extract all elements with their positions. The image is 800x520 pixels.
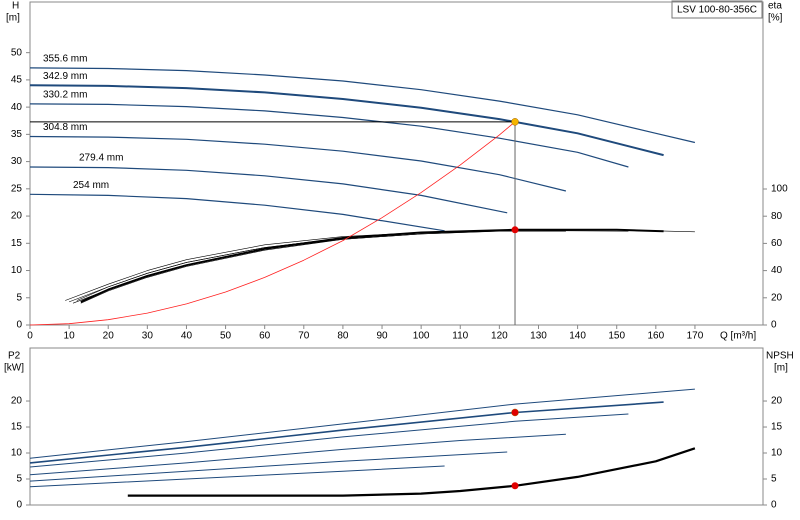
y-axis-title: P2: [8, 351, 21, 362]
y2-tick-label: 20: [771, 396, 783, 407]
curve: [29, 135, 567, 192]
duty-point: [511, 226, 519, 234]
curve: [29, 121, 516, 326]
x-tick-label: 20: [103, 331, 115, 342]
x-tick-label: 60: [259, 331, 271, 342]
y-tick-label: 30: [11, 156, 23, 167]
curve: [127, 447, 696, 497]
curve-label: 304.8 mm: [43, 122, 87, 133]
x-tick-label: 90: [376, 331, 388, 342]
duty-point: [511, 118, 519, 126]
y2-axis-title: NPSH: [766, 351, 794, 362]
x-tick-label: 110: [452, 331, 468, 342]
curve-label: 330.2 mm: [43, 89, 87, 100]
y-tick-label: 20: [11, 211, 23, 222]
y-axis-unit: [m]: [6, 13, 20, 24]
y-tick-label: 0: [16, 320, 22, 331]
y2-tick-label: 0: [771, 500, 777, 511]
curve: [76, 229, 695, 301]
x-tick-label: 30: [142, 331, 154, 342]
y2-tick-label: 80: [771, 211, 783, 222]
y2-tick-label: 20: [771, 292, 783, 303]
y2-axis-unit: [m]: [774, 363, 788, 374]
curve: [29, 67, 696, 144]
curve: [29, 166, 508, 214]
x-tick-label: 150: [608, 331, 625, 342]
y-tick-label: 15: [11, 238, 23, 249]
y-tick-label: 45: [11, 75, 23, 86]
y-tick-label: 20: [11, 396, 23, 407]
curve: [29, 401, 664, 464]
y-tick-label: 5: [16, 474, 22, 485]
y2-tick-label: 0: [771, 320, 777, 331]
x-tick-label: 10: [64, 331, 76, 342]
x-tick-label: 40: [181, 331, 193, 342]
curve-label: 254 mm: [73, 180, 109, 191]
curve: [68, 230, 508, 303]
curve: [29, 193, 445, 232]
y2-axis-title: eta: [768, 1, 782, 12]
curve-label: 355.6 mm: [43, 54, 87, 65]
curve: [29, 84, 664, 157]
y-tick-label: 50: [11, 47, 23, 58]
y-tick-label: 15: [11, 422, 23, 433]
y2-tick-label: 10: [771, 448, 783, 459]
y2-tick-label: 60: [771, 238, 783, 249]
y2-tick-label: 40: [771, 265, 783, 276]
y-tick-label: 5: [16, 292, 22, 303]
x-tick-label: 80: [337, 331, 349, 342]
curve-label: 279.4 mm: [79, 153, 123, 164]
plot-frame: [29, 347, 764, 506]
y2-tick-label: 5: [771, 474, 777, 485]
y-tick-label: 35: [11, 129, 23, 140]
curve: [29, 465, 445, 488]
y2-tick-label: 100: [771, 184, 788, 195]
x-tick-label: 50: [220, 331, 232, 342]
curve: [29, 433, 566, 476]
chart-title: LSV 100-80-356C: [677, 5, 757, 16]
x-tick-label: 170: [687, 331, 704, 342]
plot-frame: [29, 1, 764, 326]
curve: [80, 230, 629, 304]
x-tick-label: 120: [491, 331, 508, 342]
duty-point: [511, 408, 519, 417]
x-tick-label: 70: [298, 331, 310, 342]
x-tick-label: 0: [27, 331, 33, 342]
x-tick-label: 130: [530, 331, 547, 342]
x-axis-title: Q [m³/h]: [720, 331, 756, 342]
duty-point: [511, 482, 519, 490]
curve: [72, 230, 566, 304]
y-axis-unit: [kW]: [4, 363, 24, 374]
y-axis-title: H: [12, 1, 19, 12]
curve: [29, 413, 629, 468]
curve: [65, 230, 445, 301]
x-tick-label: 100: [413, 331, 430, 342]
y2-axis-unit: [%]: [768, 13, 783, 24]
x-tick-label: 160: [647, 331, 664, 342]
y-tick-label: 40: [11, 102, 23, 113]
curve: [80, 228, 664, 303]
curve-label: 342.9 mm: [43, 71, 87, 82]
y-tick-label: 10: [11, 448, 23, 459]
y-tick-label: 25: [11, 183, 23, 194]
curve: [29, 388, 695, 459]
y2-tick-label: 15: [771, 422, 783, 433]
x-tick-label: 140: [569, 331, 586, 342]
curve: [29, 103, 629, 168]
title-box: [671, 0, 763, 19]
curve: [29, 451, 508, 482]
y-tick-label: 10: [11, 265, 23, 276]
y-tick-label: 0: [16, 500, 22, 511]
